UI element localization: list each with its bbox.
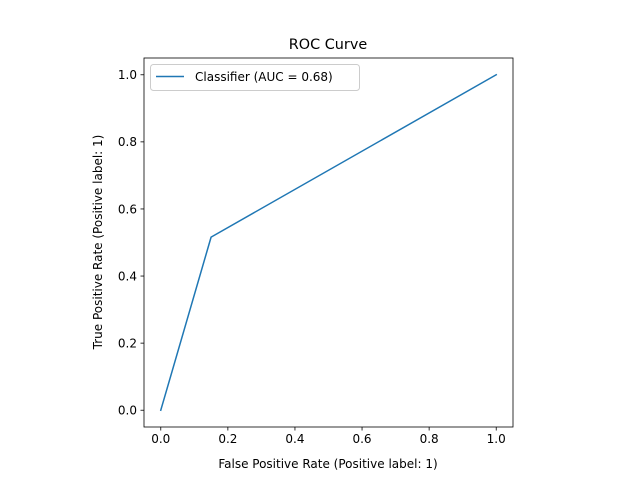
x-tick-label: 0.8 (420, 432, 439, 446)
x-axis-label: False Positive Rate (Positive label: 1) (218, 457, 437, 471)
y-tick-label: 0.6 (118, 202, 137, 216)
y-tick-label: 0.4 (118, 269, 137, 283)
x-tick-label: 0.2 (218, 432, 237, 446)
y-tick-label: 1.0 (118, 68, 137, 82)
x-tick-label: 0.6 (352, 432, 371, 446)
series-layer (159, 73, 498, 412)
roc-curve-line (159, 73, 498, 412)
chart-title: ROC Curve (289, 37, 368, 53)
legend: Classifier (AUC = 0.68) (150, 64, 360, 91)
y-tick-label: 0.8 (118, 135, 137, 149)
legend-box (150, 64, 360, 91)
y-tick-label: 0.2 (118, 336, 137, 350)
y-axis-ticks: 0.0 0.2 0.4 0.6 0.8 1.0 (118, 68, 144, 418)
x-tick-label: 0.0 (151, 432, 170, 446)
y-axis-label: True Positive Rate (Positive label: 1) (91, 135, 105, 351)
y-tick-label: 0.0 (118, 404, 137, 418)
plot-frame (143, 57, 514, 428)
x-axis-ticks: 0.0 0.2 0.4 0.6 0.8 1.0 (151, 427, 506, 446)
x-tick-label: 0.4 (285, 432, 304, 446)
x-tick-label: 1.0 (487, 432, 506, 446)
legend-entry-label: Classifier (AUC = 0.68) (195, 70, 333, 84)
